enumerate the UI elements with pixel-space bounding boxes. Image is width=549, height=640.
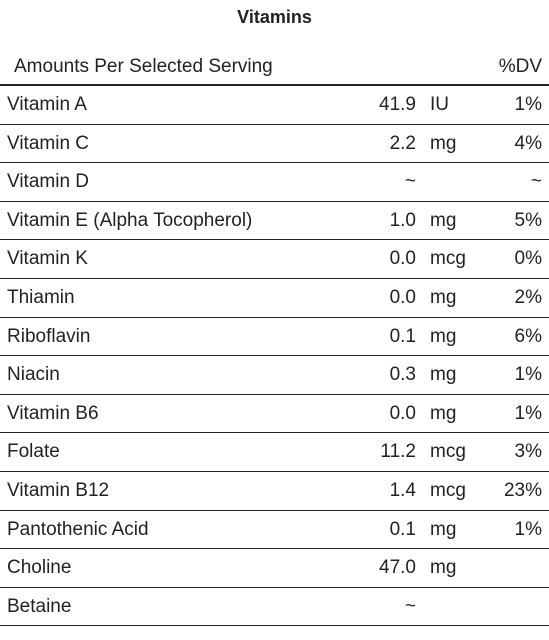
nutrient-dv: 4% <box>514 132 542 154</box>
nutrient-amount: 1.0 <box>389 209 416 231</box>
header-dv-label: %DV <box>498 56 542 77</box>
nutrient-name: Vitamin E (Alpha Tocopherol) <box>7 209 253 231</box>
nutrient-dv: 0% <box>514 248 542 270</box>
nutrient-unit: mcg <box>430 479 466 501</box>
nutrient-dv: 3% <box>514 441 542 463</box>
nutrient-name: Vitamin K <box>7 248 88 270</box>
table-header: Amounts Per Selected Serving %DV <box>0 48 549 86</box>
nutrient-amount: 2.2 <box>389 132 416 154</box>
table-row: Betaine ~ <box>0 588 549 627</box>
table-row: Vitamin K 0.0 mcg 0% <box>0 240 549 279</box>
nutrient-amount: 0.0 <box>389 286 416 308</box>
table-title: Vitamins <box>237 7 312 27</box>
header-serving-label: Amounts Per Selected Serving <box>14 56 273 77</box>
table-row: Choline 47.0 mg <box>0 549 549 588</box>
nutrient-amount: 0.3 <box>389 364 416 386</box>
table-row: Folate 11.2 mcg 3% <box>0 433 549 472</box>
table-row: Riboflavin 0.1 mg 6% <box>0 318 549 357</box>
nutrient-unit: IU <box>430 94 449 115</box>
table-row: Vitamin A 41.9 IU 1% <box>0 86 549 125</box>
nutrient-name: Riboflavin <box>7 325 91 347</box>
table-row: Thiamin 0.0 mg 2% <box>0 279 549 318</box>
nutrient-amount: 0.0 <box>389 402 416 424</box>
nutrient-unit: mcg <box>430 441 466 463</box>
nutrient-dv: 5% <box>514 209 542 231</box>
nutrient-name: Choline <box>7 557 72 579</box>
nutrient-name: Vitamin D <box>7 171 90 193</box>
table-row: Pantothenic Acid 0.1 mg 1% <box>0 511 549 550</box>
nutrient-amount: 0.1 <box>389 325 416 347</box>
nutrient-name: Niacin <box>7 364 60 386</box>
nutrient-dv: ~ <box>530 171 542 193</box>
nutrient-unit: mg <box>430 557 457 579</box>
nutrient-unit: mg <box>430 518 457 540</box>
nutrient-unit: mg <box>430 364 457 386</box>
nutrient-amount: 11.2 <box>380 441 416 463</box>
nutrient-amount: ~ <box>404 171 416 193</box>
nutrient-dv: 1% <box>514 364 542 386</box>
nutrient-amount: 41.9 <box>379 94 416 115</box>
vitamins-table: Vitamin A 41.9 IU 1% Vitamin C 2.2 mg 4%… <box>0 86 549 627</box>
nutrient-amount: 0.0 <box>389 248 416 270</box>
nutrient-amount: 1.4 <box>389 479 416 501</box>
nutrient-name: Pantothenic Acid <box>7 518 149 540</box>
nutrient-unit: mg <box>430 325 457 347</box>
nutrient-dv: 2% <box>514 286 542 308</box>
nutrient-name: Vitamin A <box>7 94 87 115</box>
nutrient-name: Thiamin <box>7 286 75 308</box>
nutrient-unit: mcg <box>430 248 466 270</box>
nutrient-amount: ~ <box>404 595 416 617</box>
nutrient-dv: 1% <box>514 402 542 424</box>
nutrient-unit: mg <box>430 286 457 308</box>
table-row: Niacin 0.3 mg 1% <box>0 356 549 395</box>
nutrient-name: Folate <box>7 441 60 463</box>
table-row: Vitamin C 2.2 mg 4% <box>0 125 549 164</box>
nutrient-amount: 47.0 <box>379 557 416 579</box>
nutrient-amount: 0.1 <box>389 518 416 540</box>
nutrient-dv: 6% <box>514 325 542 347</box>
table-row: Vitamin B12 1.4 mcg 23% <box>0 472 549 511</box>
nutrient-name: Vitamin B6 <box>7 402 99 424</box>
table-row: Vitamin E (Alpha Tocopherol) 1.0 mg 5% <box>0 202 549 241</box>
nutrient-name: Betaine <box>7 595 72 617</box>
nutrient-unit: mg <box>430 132 457 154</box>
nutrient-dv: 1% <box>514 518 542 540</box>
nutrient-dv: 23% <box>503 479 542 501</box>
nutrient-unit: mg <box>430 209 457 231</box>
nutrient-dv: 1% <box>514 94 542 115</box>
nutrient-name: Vitamin C <box>7 132 90 154</box>
table-row: Vitamin D ~ ~ <box>0 163 549 202</box>
table-row: Vitamin B6 0.0 mg 1% <box>0 395 549 434</box>
nutrient-unit: mg <box>430 402 457 424</box>
nutrient-name: Vitamin B12 <box>7 479 110 501</box>
